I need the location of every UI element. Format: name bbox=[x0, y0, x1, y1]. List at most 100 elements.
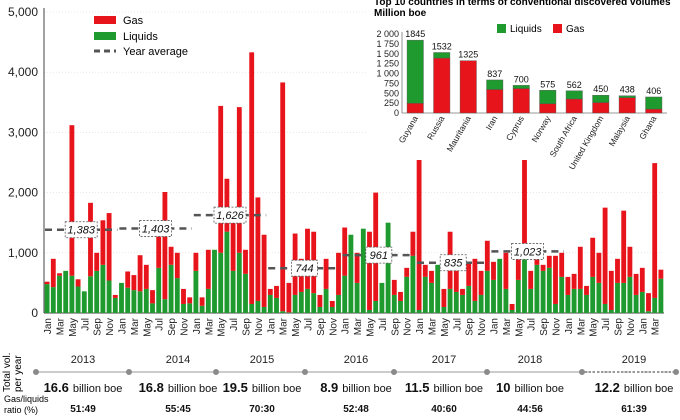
gas-bar bbox=[584, 285, 589, 295]
ratio-row-label-line1: Gas/liquids bbox=[4, 394, 49, 404]
annual-total-value: 16.6 bbox=[44, 380, 69, 395]
liquids-bar bbox=[503, 288, 509, 313]
liquids-bar bbox=[75, 286, 81, 313]
gas-bar bbox=[75, 279, 81, 287]
month-tick-label: Nov bbox=[477, 318, 488, 336]
month-tick-label: Nov bbox=[105, 318, 116, 336]
annual-total-value: 19.5 bbox=[223, 380, 248, 395]
month-tick-label: Mar bbox=[204, 317, 215, 335]
month-tick-label: Jan bbox=[118, 318, 129, 334]
gas-bar bbox=[255, 197, 261, 301]
inset-gas-bar bbox=[512, 88, 530, 114]
gas-bar bbox=[478, 270, 484, 295]
liquids-bar bbox=[94, 270, 100, 313]
gas-bar bbox=[540, 264, 546, 271]
liquids-bar bbox=[559, 276, 565, 313]
annual-total-unit: billion boe bbox=[73, 383, 123, 395]
month-tick-label: Jan bbox=[564, 318, 575, 334]
timeline-dot bbox=[391, 369, 397, 375]
liquids-bar bbox=[218, 252, 224, 313]
liquids-bar bbox=[509, 309, 515, 313]
month-tick-label: Nov bbox=[328, 318, 339, 336]
year-average-label-box bbox=[64, 221, 98, 239]
liquids-bar bbox=[367, 309, 372, 313]
inset-total-label: 450 bbox=[593, 84, 608, 94]
year-label: 2013 bbox=[71, 354, 95, 366]
liquids-bar bbox=[646, 311, 651, 313]
timeline-dot bbox=[673, 369, 679, 375]
year-average-label-box bbox=[290, 259, 318, 277]
year-label: 2016 bbox=[344, 354, 368, 366]
annual-total-unit: billion boe bbox=[624, 383, 674, 395]
gas-bar bbox=[398, 291, 403, 301]
year-average-label-box bbox=[511, 243, 545, 260]
month-tick-label: Mar bbox=[502, 317, 513, 335]
liquids-bar bbox=[354, 282, 360, 313]
gas-bar bbox=[57, 273, 62, 276]
liquids-bar bbox=[137, 291, 143, 313]
gas-bar bbox=[94, 252, 100, 271]
annual-total: 19.5 billion boe bbox=[223, 380, 302, 395]
inset-gas-bar bbox=[459, 60, 477, 114]
year-average-label: 835 bbox=[444, 258, 463, 270]
liquids-bar bbox=[305, 288, 310, 313]
gas-bar bbox=[88, 202, 93, 277]
gas-liquids-ratio: 70:30 bbox=[249, 404, 275, 415]
liquids-bar bbox=[615, 282, 620, 313]
annual-summary: Total vol. per year Gas/liquids ratio (%… bbox=[2, 353, 679, 415]
year-average-label-box bbox=[439, 254, 467, 272]
gas-bar bbox=[639, 267, 645, 292]
liquids-bar bbox=[398, 300, 403, 313]
annual-total-unit: billion boe bbox=[252, 383, 302, 395]
year-label: 2017 bbox=[432, 354, 456, 366]
y-tick-label: 1,000 bbox=[8, 246, 38, 260]
month-tick-label: Mar bbox=[56, 317, 67, 335]
liquids-bar bbox=[515, 279, 521, 313]
inset-y-tick-label: 2 000 bbox=[376, 29, 399, 39]
gas-bar bbox=[261, 234, 267, 307]
liquids-bar bbox=[69, 275, 75, 313]
monthly-bars bbox=[44, 52, 664, 313]
gas-bar bbox=[522, 141, 527, 250]
year-average-label: 1,626 bbox=[216, 210, 244, 222]
gas-liquids-ratio: 40:60 bbox=[431, 404, 457, 415]
liquids-bar bbox=[112, 297, 118, 313]
gas-bar bbox=[373, 192, 379, 301]
gas-liquids-ratio: 52:48 bbox=[343, 404, 369, 415]
inset-liquids-bar bbox=[592, 95, 610, 103]
liquids-bar bbox=[627, 276, 633, 313]
month-tick-label: Nov bbox=[403, 318, 414, 336]
y-tick-label: 0 bbox=[31, 306, 38, 320]
main-legend: Gas Liquids Year average bbox=[94, 15, 188, 58]
gas-bar bbox=[416, 159, 422, 310]
month-tick-label: Sep bbox=[167, 318, 178, 336]
inset-total-label: 406 bbox=[646, 86, 661, 96]
liquids-bar bbox=[652, 297, 658, 313]
year-average-label: 1,403 bbox=[142, 224, 170, 236]
gas-bar bbox=[267, 288, 273, 295]
liquids-bar bbox=[534, 264, 540, 313]
liquids-bar bbox=[466, 285, 472, 313]
gas-bar bbox=[193, 252, 199, 271]
year-average-lines: 1,383 1,403 1,626 744 961 835 1,023 bbox=[45, 206, 564, 277]
liquids-bar bbox=[317, 306, 323, 313]
gas-bar bbox=[162, 191, 168, 300]
inset-liquids-bar bbox=[539, 90, 557, 104]
month-tick-label: May bbox=[291, 318, 302, 337]
ratio-row-label-line2: ratio (%) bbox=[4, 405, 38, 415]
liquids-bar bbox=[385, 222, 391, 313]
y-tick-label: 4,000 bbox=[8, 65, 38, 79]
y-tick-label: 5,000 bbox=[8, 5, 38, 19]
year-label: 2018 bbox=[518, 354, 542, 366]
liquids-bar bbox=[391, 294, 397, 313]
gas-bar bbox=[509, 303, 515, 310]
month-tick-label: Nov bbox=[254, 318, 265, 336]
liquids-bar bbox=[435, 264, 441, 313]
month-tick-label: Jul bbox=[80, 318, 91, 331]
liquids-bar bbox=[540, 270, 546, 313]
month-tick-label: May bbox=[68, 318, 79, 337]
gas-bar bbox=[472, 258, 478, 301]
month-tick-label: Mar bbox=[428, 317, 439, 335]
liquids-bar bbox=[187, 303, 193, 313]
